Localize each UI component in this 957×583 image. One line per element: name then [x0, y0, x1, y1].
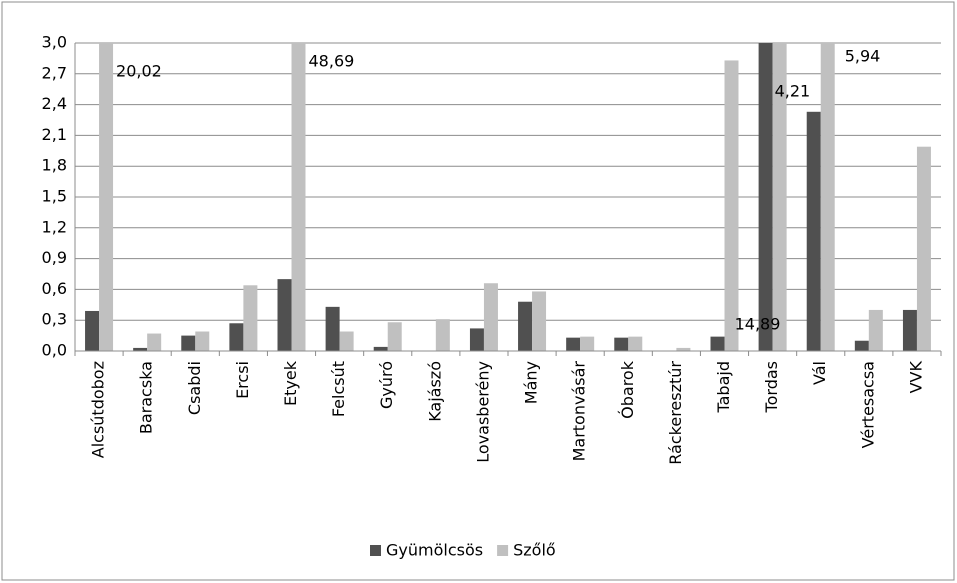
x-tick-label: Óbarok: [618, 360, 637, 419]
y-tick-label: 2,1: [42, 125, 67, 144]
y-tick-label: 1,2: [42, 217, 67, 236]
bar: [758, 43, 773, 351]
bar: [373, 346, 388, 351]
x-tick-label: Tabajd: [714, 361, 733, 414]
legend-swatch: [497, 545, 509, 556]
legend-label: Szőlő: [513, 541, 556, 560]
y-tick-label: 3,0: [42, 33, 67, 52]
bar: [195, 331, 210, 351]
bar: [435, 319, 450, 351]
bar: [532, 291, 547, 351]
bar: [291, 43, 306, 351]
x-tick-label: Ráckeresztúr: [666, 361, 685, 465]
legend-swatch: [370, 545, 381, 556]
bar: [868, 309, 883, 351]
bar: [628, 336, 643, 351]
x-tick-label: Etyek: [281, 360, 300, 406]
bar: [710, 336, 725, 351]
y-tick-label: 2,4: [42, 94, 67, 113]
bar: [724, 60, 739, 351]
bar: [85, 310, 100, 351]
x-tick-label: Lovasberény: [473, 361, 492, 463]
y-tick-label: 0,3: [42, 310, 67, 329]
labels: 0,0 0,3 0,6 0,9 1,2 1,5 1,8 2,1 2,4 2,7 3,0 Alcsútd…: [42, 33, 942, 560]
value-label: 5,94: [845, 47, 881, 66]
value-label: 14,89: [735, 315, 781, 334]
x-tick-label: Felcsút: [329, 361, 348, 417]
x-tick-label: Tordas: [762, 361, 781, 413]
bar: [133, 347, 148, 351]
bar: [229, 323, 244, 351]
x-tick-label: Csabdi: [185, 361, 204, 415]
bar: [614, 337, 629, 351]
value-label: 48,69: [309, 52, 355, 71]
x-tick-label: Kajászó: [425, 361, 444, 422]
y-tick-label: 2,7: [42, 63, 67, 82]
bar: [902, 309, 917, 351]
x-tick-label: Mány: [522, 361, 541, 404]
bar: [99, 43, 114, 351]
x-tick-label: Baracska: [137, 361, 156, 434]
x-tick-label: VVK: [906, 361, 925, 394]
bar: [772, 43, 787, 351]
y-tick-label: 1,5: [42, 187, 67, 206]
x-tick-label: Gyúró: [377, 361, 396, 409]
y-tick-label: 0,6: [42, 279, 67, 298]
bar: [243, 285, 258, 351]
value-label: 20,02: [116, 62, 162, 81]
bar: [277, 279, 292, 351]
bar: [820, 43, 835, 351]
bar: [483, 283, 498, 351]
x-tick-label: Vértesacsa: [858, 361, 877, 448]
y-tick-label: 0,0: [42, 341, 67, 360]
bar: [518, 301, 533, 351]
bar: [181, 335, 196, 351]
x-tick-label: Alcsútdoboz: [89, 361, 108, 458]
bar: [566, 337, 581, 351]
value-label: 4,21: [775, 82, 811, 101]
bar: [580, 336, 595, 351]
x-tick-label: Ercsi: [233, 361, 252, 399]
bar: [806, 111, 821, 351]
x-tick-label: Martonvásár: [570, 361, 589, 462]
bar: [147, 333, 162, 351]
x-tick-label: Vál: [810, 361, 829, 385]
bar: [339, 331, 354, 351]
y-tick-label: 1,8: [42, 156, 67, 175]
bar: [325, 306, 340, 351]
bar: [469, 328, 484, 351]
plot-area: [85, 43, 931, 351]
bar: [854, 340, 869, 351]
legend-label: Gyümölcsös: [386, 541, 483, 560]
bar: [916, 146, 931, 351]
bar: [387, 322, 402, 351]
y-tick-label: 0,9: [42, 248, 67, 267]
bar: [676, 347, 691, 351]
